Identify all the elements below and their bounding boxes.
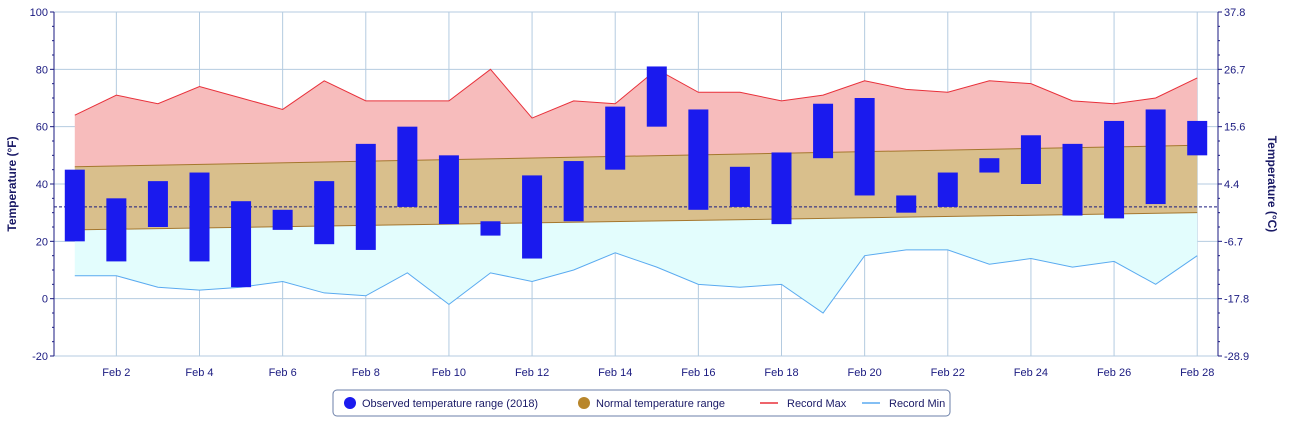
y-tick-label-left: 0 (42, 294, 48, 306)
observed-bar (1104, 120, 1125, 219)
x-tick-label: Feb 8 (352, 367, 380, 379)
x-tick-label: Feb 14 (598, 367, 632, 379)
x-tick-label: Feb 28 (1180, 367, 1214, 379)
observed-bar (813, 103, 834, 159)
y-tick-label-right: -28.9 (1224, 351, 1249, 363)
observed-bar (771, 152, 792, 225)
y-tick-label-right: 15.6 (1224, 122, 1245, 134)
observed-bar (397, 126, 418, 207)
x-tick-label: Feb 10 (432, 367, 466, 379)
y-axis-title-left: Temperature (°F) (5, 136, 19, 231)
observed-bar (147, 181, 168, 227)
y-tick-label-left: 40 (36, 179, 48, 191)
observed-bar (355, 143, 376, 250)
y-tick-label-right: -6.7 (1224, 236, 1243, 248)
observed-bar (979, 158, 1000, 173)
observed-bar (1187, 120, 1208, 156)
observed-bar (231, 201, 252, 288)
y-tick-label-left: 60 (36, 122, 48, 134)
y-tick-label-left: -20 (32, 351, 48, 363)
legend-label-normal: Normal temperature range (596, 398, 725, 410)
normal-range-band (74, 145, 1198, 230)
normal-high-line (74, 144, 1198, 168)
observed-bar (896, 195, 917, 213)
legend-label-observed: Observed temperature range (2018) (362, 398, 538, 410)
x-tick-label: Feb 2 (102, 367, 130, 379)
observed-bar (646, 66, 667, 127)
y-tick-label-right: 37.8 (1224, 7, 1245, 19)
legend-swatch-normal (578, 397, 590, 409)
y-tick-label-left: 100 (30, 7, 48, 19)
y-tick-label-left: 20 (36, 236, 48, 248)
y-tick-label-right: 4.4 (1224, 179, 1239, 191)
y-tick-label-right: -17.8 (1224, 294, 1249, 306)
observed-bar (64, 169, 85, 242)
normal-low-line (74, 212, 1198, 231)
bars-layer (64, 66, 1208, 288)
y-axis-title-right: Temperature (°C) (1265, 136, 1279, 233)
legend-item-normal[interactable]: Normal temperature range (578, 397, 725, 410)
y-tick-label-right: 26.7 (1224, 64, 1245, 76)
observed-bar (605, 106, 626, 170)
legend: Observed temperature range (2018) Normal… (332, 389, 951, 417)
x-tick-label: Feb 18 (764, 367, 798, 379)
observed-bar (438, 155, 459, 225)
bands-layer (54, 68, 1218, 314)
legend-label-record-min: Record Min (889, 398, 945, 410)
x-tick-label: Feb 4 (185, 367, 213, 379)
legend-swatch-observed (344, 397, 356, 409)
x-tick-label: Feb 24 (1014, 367, 1048, 379)
x-tick-label: Feb 6 (269, 367, 297, 379)
legend-label-record-max: Record Max (787, 398, 847, 410)
observed-bar (522, 175, 543, 259)
record-max-area (74, 69, 1198, 167)
legend-box (332, 389, 951, 417)
observed-bar (688, 109, 709, 210)
legend-item-record-max[interactable]: Record Max (760, 398, 847, 410)
x-tick-label: Feb 20 (848, 367, 882, 379)
observed-bar (729, 166, 750, 207)
observed-bar (1020, 135, 1041, 184)
observed-bar (314, 181, 335, 245)
observed-bar (106, 198, 127, 262)
x-tick-label: Feb 16 (681, 367, 715, 379)
y-tick-label-left: 80 (36, 64, 48, 76)
observed-bar (1062, 143, 1083, 216)
observed-bar (563, 161, 584, 222)
x-tick-label: Feb 12 (515, 367, 549, 379)
observed-bar (189, 172, 210, 262)
axes-layer: -20 0 20 40 60 80 100 -28.9 -17.8 -6.7 4.4 15.6 26.7… (30, 7, 1249, 379)
observed-bar (480, 221, 501, 236)
x-tick-label: Feb 22 (931, 367, 965, 379)
legend-item-record-min[interactable]: Record Min (862, 398, 945, 410)
record-min-line (74, 249, 1198, 314)
record-max-line (74, 68, 1198, 119)
observed-bar (937, 172, 958, 207)
observed-bar (1145, 109, 1166, 205)
observed-bar (272, 209, 293, 230)
legend-item-observed[interactable]: Observed temperature range (2018) (344, 397, 538, 410)
observed-bar (854, 98, 875, 196)
record-min-area (74, 212, 1198, 313)
x-tick-label: Feb 26 (1097, 367, 1131, 379)
